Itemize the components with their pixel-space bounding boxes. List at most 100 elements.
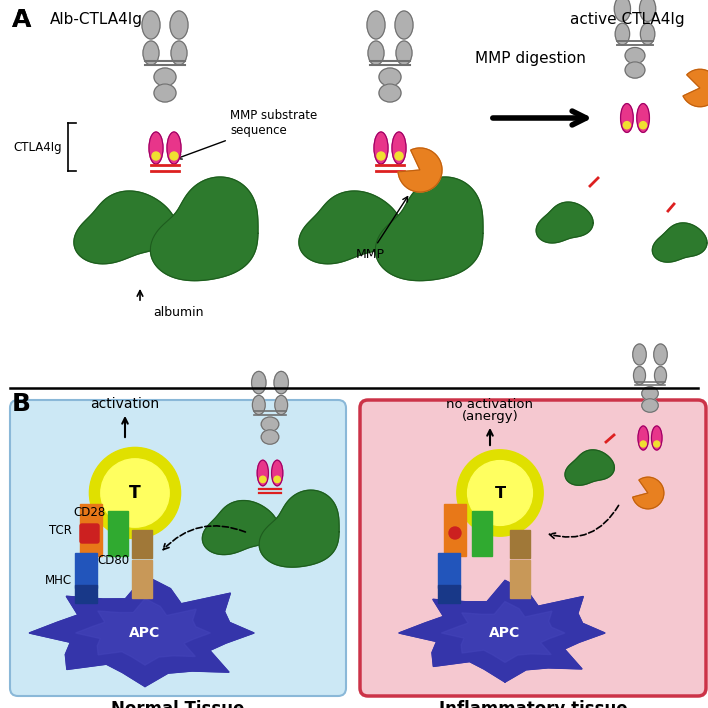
Ellipse shape	[633, 344, 646, 365]
Ellipse shape	[257, 460, 268, 486]
Ellipse shape	[615, 23, 629, 45]
Text: MHC: MHC	[45, 573, 72, 586]
Circle shape	[467, 461, 532, 525]
Ellipse shape	[639, 0, 656, 21]
Ellipse shape	[634, 367, 646, 384]
Circle shape	[89, 447, 181, 539]
Ellipse shape	[615, 0, 631, 21]
Bar	[80, 504, 102, 556]
Bar	[132, 560, 152, 598]
Text: Alb-CTLA4Ig: Alb-CTLA4Ig	[50, 12, 143, 27]
Polygon shape	[565, 450, 615, 485]
Polygon shape	[299, 191, 401, 264]
Ellipse shape	[154, 68, 176, 86]
Ellipse shape	[654, 367, 666, 384]
Text: MMP: MMP	[355, 197, 408, 261]
Ellipse shape	[651, 426, 662, 450]
Text: APC: APC	[489, 626, 520, 640]
Ellipse shape	[395, 11, 413, 39]
Ellipse shape	[149, 132, 163, 164]
Bar	[472, 511, 492, 556]
Text: (anergy): (anergy)	[462, 410, 518, 423]
Text: active CTLA4Ig: active CTLA4Ig	[570, 12, 685, 27]
Ellipse shape	[260, 476, 266, 483]
Polygon shape	[536, 202, 593, 243]
Ellipse shape	[641, 387, 658, 400]
Polygon shape	[441, 601, 565, 663]
Ellipse shape	[392, 132, 406, 164]
Polygon shape	[375, 177, 483, 280]
Wedge shape	[398, 148, 442, 192]
Bar	[75, 585, 97, 603]
Ellipse shape	[449, 527, 461, 539]
Text: no activation: no activation	[447, 398, 534, 411]
Ellipse shape	[154, 84, 176, 102]
Text: albumin: albumin	[153, 306, 203, 319]
Text: Normal Tissue: Normal Tissue	[111, 700, 245, 708]
Ellipse shape	[639, 122, 646, 129]
Bar	[438, 585, 460, 603]
Bar	[444, 504, 466, 556]
Ellipse shape	[143, 41, 159, 65]
Ellipse shape	[152, 152, 160, 160]
Text: CD80: CD80	[98, 554, 130, 566]
Ellipse shape	[379, 84, 401, 102]
FancyBboxPatch shape	[10, 400, 346, 696]
Bar	[510, 530, 530, 558]
Ellipse shape	[638, 426, 649, 450]
Text: TCR: TCR	[49, 523, 72, 537]
Ellipse shape	[171, 41, 187, 65]
Text: Inflammatory tissue: Inflammatory tissue	[439, 700, 627, 708]
Polygon shape	[399, 581, 605, 682]
Ellipse shape	[272, 460, 282, 486]
Text: APC: APC	[130, 626, 161, 640]
Bar	[108, 511, 128, 556]
Text: B: B	[12, 392, 31, 416]
Text: B: B	[12, 13, 31, 37]
Circle shape	[457, 450, 543, 536]
Ellipse shape	[261, 417, 279, 431]
Ellipse shape	[274, 372, 288, 394]
Ellipse shape	[261, 430, 279, 444]
Ellipse shape	[623, 122, 631, 129]
Polygon shape	[259, 490, 339, 567]
Ellipse shape	[395, 152, 403, 160]
Text: MMP digestion: MMP digestion	[474, 50, 586, 66]
Text: T: T	[494, 486, 506, 501]
Polygon shape	[29, 576, 254, 687]
Bar	[75, 553, 97, 588]
Bar	[132, 530, 152, 558]
Wedge shape	[683, 69, 708, 107]
Bar	[438, 553, 460, 588]
Polygon shape	[150, 177, 258, 280]
Ellipse shape	[625, 62, 645, 78]
Polygon shape	[652, 223, 707, 262]
Text: A: A	[12, 8, 31, 32]
Ellipse shape	[274, 476, 280, 483]
FancyBboxPatch shape	[360, 400, 706, 696]
Ellipse shape	[170, 152, 178, 160]
Ellipse shape	[621, 103, 633, 132]
Text: A: A	[12, 8, 31, 32]
Ellipse shape	[653, 441, 660, 447]
FancyBboxPatch shape	[80, 524, 99, 543]
Wedge shape	[633, 477, 664, 509]
Ellipse shape	[167, 132, 181, 164]
Polygon shape	[76, 598, 210, 665]
Ellipse shape	[641, 23, 655, 45]
Ellipse shape	[377, 152, 385, 160]
Ellipse shape	[368, 41, 384, 65]
Ellipse shape	[640, 441, 646, 447]
Text: MMP substrate
sequence: MMP substrate sequence	[177, 109, 317, 159]
Ellipse shape	[653, 344, 667, 365]
Ellipse shape	[367, 11, 385, 39]
Text: activation: activation	[91, 397, 159, 411]
Text: CTLA4Ig: CTLA4Ig	[13, 140, 62, 154]
Text: T: T	[129, 484, 141, 502]
Ellipse shape	[85, 529, 93, 537]
Ellipse shape	[379, 68, 401, 86]
Ellipse shape	[641, 399, 658, 412]
Ellipse shape	[636, 103, 649, 132]
Text: CD28: CD28	[74, 506, 106, 518]
Circle shape	[101, 459, 169, 527]
